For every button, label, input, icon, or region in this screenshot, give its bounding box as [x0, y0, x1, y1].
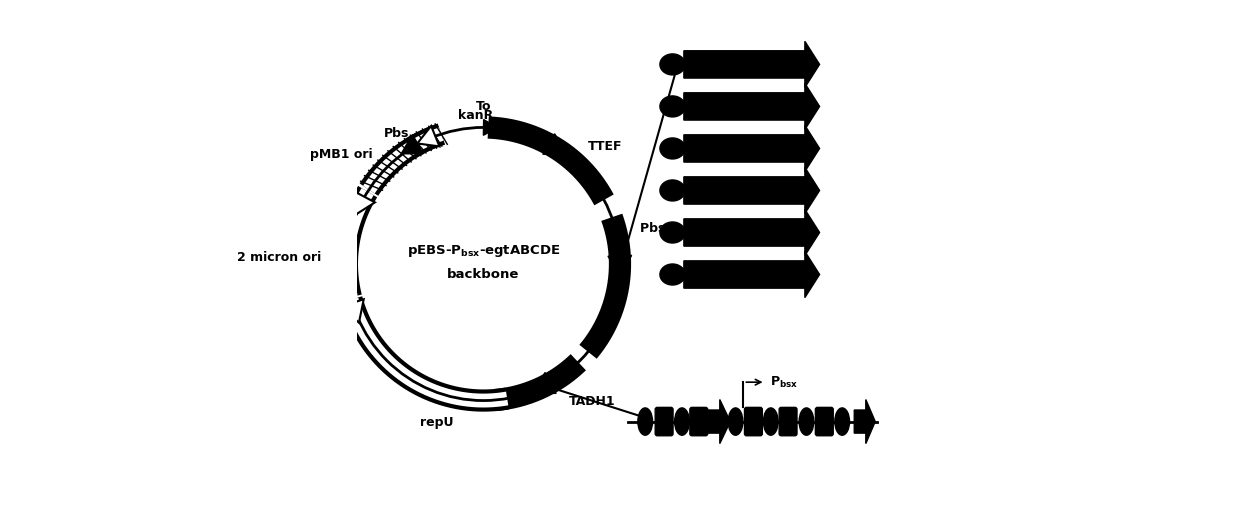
Text: P$_{\mathbf{bsx}}$: P$_{\mathbf{bsx}}$ [770, 375, 799, 390]
Polygon shape [684, 167, 820, 214]
Ellipse shape [675, 408, 689, 435]
Text: TTEF: TTEF [588, 140, 622, 154]
Polygon shape [684, 251, 820, 298]
Polygon shape [684, 125, 820, 172]
Polygon shape [707, 400, 730, 444]
Text: repU: repU [420, 416, 454, 429]
Polygon shape [684, 210, 820, 256]
Text: pMB1 ori: pMB1 ori [310, 148, 372, 162]
Text: 2 micron ori: 2 micron ori [237, 251, 321, 265]
FancyBboxPatch shape [689, 408, 708, 436]
Polygon shape [543, 134, 567, 154]
Ellipse shape [637, 408, 652, 435]
Polygon shape [513, 125, 526, 137]
Polygon shape [418, 126, 439, 146]
Polygon shape [484, 119, 497, 135]
Polygon shape [497, 122, 510, 135]
Text: Pbs x: Pbs x [640, 222, 678, 235]
Ellipse shape [660, 96, 686, 117]
Ellipse shape [799, 408, 813, 435]
Text: To: To [476, 100, 491, 113]
Polygon shape [532, 373, 557, 393]
Text: Pbs: Pbs [383, 127, 409, 139]
Ellipse shape [835, 408, 849, 435]
Ellipse shape [660, 54, 686, 75]
FancyBboxPatch shape [655, 408, 673, 436]
Text: kanR: kanR [458, 109, 494, 121]
Ellipse shape [764, 408, 777, 435]
Text: backbone: backbone [448, 268, 520, 281]
Text: pEBS-P$_{\mathbf{bsx}}$-egtABCDE: pEBS-P$_{\mathbf{bsx}}$-egtABCDE [407, 243, 560, 259]
Ellipse shape [660, 138, 686, 159]
Polygon shape [854, 400, 875, 444]
Ellipse shape [660, 222, 686, 243]
Ellipse shape [660, 264, 686, 285]
Polygon shape [684, 41, 820, 88]
FancyBboxPatch shape [744, 408, 763, 436]
Polygon shape [341, 299, 363, 323]
Text: TADH1: TADH1 [569, 395, 615, 408]
Ellipse shape [660, 180, 686, 201]
Polygon shape [355, 191, 374, 215]
Polygon shape [402, 135, 424, 154]
Ellipse shape [728, 408, 743, 435]
Polygon shape [684, 83, 820, 129]
Polygon shape [608, 256, 631, 277]
FancyBboxPatch shape [779, 408, 797, 436]
FancyBboxPatch shape [816, 408, 833, 436]
